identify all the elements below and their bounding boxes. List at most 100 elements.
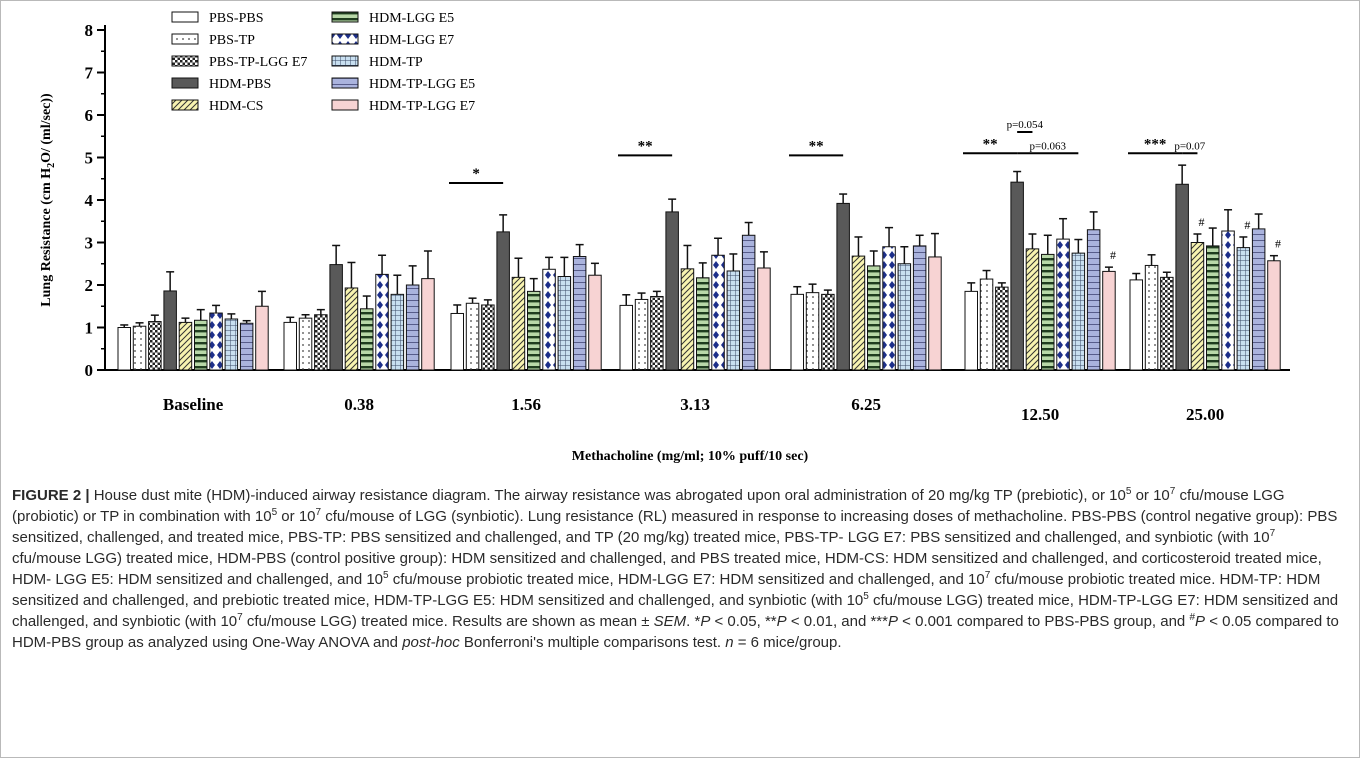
bar: [1056, 238, 1070, 371]
legend: PBS-PBS PBS-TP PBS-TP-LGG E7 HDM-PBS HDM-CS H…: [171, 11, 475, 114]
bar: [912, 245, 927, 371]
caption-segment: n: [725, 634, 734, 651]
caption-segment: cfu/mouse probiotic treated mice, HDM-LG…: [388, 571, 985, 588]
bar-chart: 0 1 2 3 4 5 6 7 8 Lung Resistance (cm H2O/ (ml/se…: [39, 11, 1290, 464]
bars-group: [117, 164, 1281, 371]
legend-label: HDM-TP-LGG E5: [369, 77, 475, 92]
bar: [178, 321, 193, 371]
bar: [619, 304, 633, 371]
caption-segment: cfu/mouse probiotic treated mice. HDM-TP…: [12, 571, 1321, 609]
caption-segment: P: [700, 613, 711, 630]
bar: [1236, 247, 1251, 371]
bar: [1041, 253, 1055, 371]
bar: [588, 274, 602, 371]
bar: [1267, 260, 1281, 371]
caption-segment: < 0.01, and ***: [786, 613, 888, 630]
legend-swatch: [171, 11, 199, 23]
hash-mark: #: [1198, 215, 1204, 229]
caption-segment: 7: [1169, 486, 1176, 497]
significance-label: **: [638, 138, 653, 154]
caption-segment: 7: [237, 612, 243, 623]
caption-segment: 7: [984, 570, 991, 581]
caption-segment: < 0.05 compared to HDM-PBS group as anal…: [12, 613, 1339, 651]
legend-label: PBS-PBS: [209, 11, 263, 26]
bar: [298, 317, 313, 371]
figure-label: FIGURE 2 |: [12, 487, 90, 504]
bar: [897, 263, 912, 371]
caption-segment: < 0.05, **: [710, 613, 777, 630]
bar: [209, 312, 223, 371]
bar: [481, 304, 495, 371]
bar: [1190, 242, 1205, 371]
bar: [1010, 181, 1024, 371]
significance-label: **: [809, 138, 824, 154]
bar: [851, 255, 866, 371]
bar: [194, 319, 208, 371]
x-axis-label: Methacholine (mg/ml; 10% puff/10 sec): [572, 449, 809, 464]
x-category-label: 25.00: [1186, 405, 1224, 424]
caption-segment: or 10: [277, 508, 316, 525]
bar: [1025, 248, 1040, 371]
y-axis-label: Lung Resistance (cm H2O/ (ml/sec)): [39, 93, 57, 307]
caption-segment: 5: [1125, 486, 1132, 497]
bar: [680, 268, 695, 371]
bar: [1175, 183, 1189, 371]
bar: [836, 202, 850, 371]
bar: [1129, 279, 1143, 371]
bar: [928, 256, 942, 371]
caption-segment: P: [776, 613, 787, 630]
legend-label: HDM-LGG E7: [369, 33, 454, 48]
y-tick-label: 4: [85, 191, 94, 210]
bar: [344, 287, 359, 371]
legend-label: HDM-PBS: [209, 77, 271, 92]
legend-swatch: [171, 99, 199, 111]
caption-segment: cfu/mouse LGG (probiotic) or TP in combi…: [12, 487, 1285, 525]
bar: [132, 325, 147, 371]
caption-segment: SEM: [653, 613, 687, 630]
significance-label: p=0.063: [1030, 140, 1067, 152]
bar: [1206, 245, 1220, 371]
caption-segment: 5: [271, 507, 278, 518]
x-category-label: Baseline: [163, 395, 224, 414]
bar: [634, 298, 649, 371]
bar: [375, 273, 389, 371]
caption-segment: post-hoc: [402, 634, 460, 651]
bar: [511, 276, 526, 371]
significance-label: **: [983, 136, 998, 152]
caption-segment: 7: [1269, 528, 1276, 539]
bar: [527, 290, 541, 371]
bar: [542, 268, 556, 371]
legend-swatch: [331, 33, 359, 45]
bar: [979, 278, 994, 371]
legend-swatch: [171, 55, 199, 67]
bar: [1251, 228, 1266, 371]
bar: [239, 322, 254, 371]
bar: [283, 321, 297, 371]
y-tick-label: 3: [85, 234, 94, 253]
legend-swatch: [331, 99, 359, 111]
legend-label: HDM-CS: [209, 99, 263, 114]
bar: [665, 211, 679, 371]
bar: [711, 254, 725, 371]
y-tick-label: 0: [85, 361, 94, 380]
bar: [450, 312, 464, 371]
legend-swatch: [171, 77, 199, 89]
bar: [148, 321, 162, 371]
bar: [329, 264, 343, 371]
y-tick-label: 8: [85, 21, 94, 40]
bar: [757, 267, 771, 371]
legend-label: HDM-TP: [369, 55, 423, 70]
caption-segment: House dust mite (HDM)-induced airway res…: [89, 487, 1126, 504]
bar: [314, 314, 328, 371]
legend-label: HDM-LGG E5: [369, 11, 454, 26]
bar: [1160, 276, 1174, 371]
significance-label: ***: [1144, 136, 1167, 152]
y-tick-label: 2: [85, 276, 94, 295]
hash-mark: #: [1275, 237, 1281, 251]
legend-label: PBS-TP-LGG E7: [209, 55, 307, 70]
caption-segment: 5: [383, 570, 389, 581]
bar: [1071, 252, 1086, 371]
bar: [255, 305, 269, 371]
caption-segment: cfu/mouse of LGG (synbiotic). Lung resis…: [12, 508, 1338, 546]
bar: [405, 284, 420, 371]
